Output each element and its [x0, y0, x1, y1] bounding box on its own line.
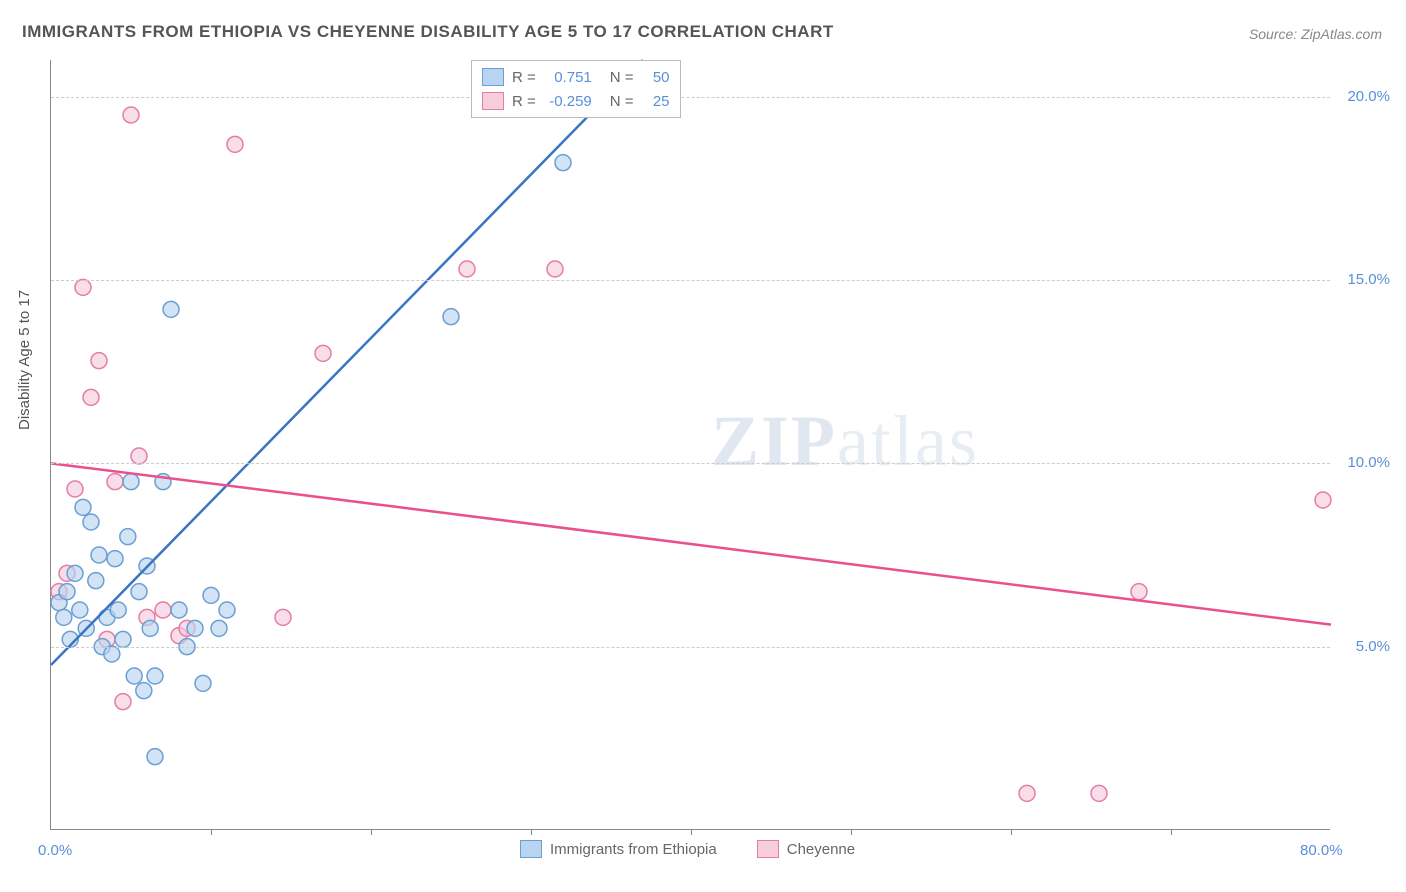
data-point — [1131, 584, 1147, 600]
data-point — [187, 620, 203, 636]
n-label-2: N = — [610, 93, 634, 110]
data-point — [110, 602, 126, 618]
r-label-2: R = — [512, 93, 536, 110]
data-point — [91, 353, 107, 369]
data-point — [56, 609, 72, 625]
r-value-1: 0.751 — [544, 69, 592, 86]
data-point — [142, 620, 158, 636]
y-tick-label: 10.0% — [1334, 454, 1390, 471]
data-point — [83, 514, 99, 530]
data-point — [123, 107, 139, 123]
data-point — [227, 136, 243, 152]
data-point — [219, 602, 235, 618]
regression-line — [51, 463, 1331, 624]
x-tick — [211, 829, 212, 835]
regression-line — [51, 60, 643, 665]
data-point — [155, 602, 171, 618]
data-point — [107, 551, 123, 567]
data-point — [67, 565, 83, 581]
legend-item-1: Immigrants from Ethiopia — [520, 840, 717, 858]
data-point — [83, 389, 99, 405]
swatch-series1 — [482, 68, 504, 86]
data-point — [275, 609, 291, 625]
data-point — [163, 301, 179, 317]
data-point — [211, 620, 227, 636]
y-tick-label: 20.0% — [1334, 88, 1390, 105]
data-point — [67, 481, 83, 497]
plot-area: ZIPatlas 5.0%10.0%15.0%20.0% R = 0.751 N… — [50, 60, 1330, 830]
legend-row-series2: R = -0.259 N = 25 — [482, 89, 670, 113]
legend-label-2: Cheyenne — [787, 841, 855, 858]
x-tick — [851, 829, 852, 835]
legend-item-2: Cheyenne — [757, 840, 855, 858]
data-point — [131, 448, 147, 464]
swatch-series2 — [482, 92, 504, 110]
data-point — [1315, 492, 1331, 508]
n-value-1: 50 — [642, 69, 670, 86]
data-point — [147, 749, 163, 765]
x-tick — [531, 829, 532, 835]
data-point — [123, 474, 139, 490]
legend-swatch-2 — [757, 840, 779, 858]
data-point — [88, 573, 104, 589]
correlation-legend: R = 0.751 N = 50 R = -0.259 N = 25 — [471, 60, 681, 118]
legend-row-series1: R = 0.751 N = 50 — [482, 65, 670, 89]
gridline — [51, 280, 1330, 281]
r-label: R = — [512, 69, 536, 86]
data-point — [203, 587, 219, 603]
data-point — [120, 529, 136, 545]
data-point — [195, 675, 211, 691]
data-point — [555, 155, 571, 171]
y-tick-label: 15.0% — [1334, 271, 1390, 288]
data-point — [136, 683, 152, 699]
x-label-max: 80.0% — [1300, 842, 1343, 859]
r-value-2: -0.259 — [544, 93, 592, 110]
data-point — [1019, 785, 1035, 801]
data-point — [59, 584, 75, 600]
data-point — [147, 668, 163, 684]
data-point — [1091, 785, 1107, 801]
data-point — [104, 646, 120, 662]
data-point — [171, 602, 187, 618]
gridline — [51, 647, 1330, 648]
y-tick-label: 5.0% — [1334, 638, 1390, 655]
x-label-min: 0.0% — [38, 842, 72, 859]
x-tick — [371, 829, 372, 835]
scatter-svg — [51, 60, 1331, 830]
series-legend: Immigrants from Ethiopia Cheyenne — [520, 840, 855, 858]
n-label: N = — [610, 69, 634, 86]
chart-title: IMMIGRANTS FROM ETHIOPIA VS CHEYENNE DIS… — [22, 22, 834, 42]
x-tick — [1011, 829, 1012, 835]
gridline — [51, 97, 1330, 98]
data-point — [547, 261, 563, 277]
data-point — [72, 602, 88, 618]
data-point — [115, 694, 131, 710]
x-tick — [691, 829, 692, 835]
data-point — [75, 279, 91, 295]
data-point — [126, 668, 142, 684]
gridline — [51, 463, 1330, 464]
data-point — [115, 631, 131, 647]
y-axis-label: Disability Age 5 to 17 — [16, 290, 33, 430]
data-point — [131, 584, 147, 600]
data-point — [315, 345, 331, 361]
x-tick — [1171, 829, 1172, 835]
legend-swatch-1 — [520, 840, 542, 858]
data-point — [91, 547, 107, 563]
legend-label-1: Immigrants from Ethiopia — [550, 841, 717, 858]
n-value-2: 25 — [642, 93, 670, 110]
data-point — [75, 499, 91, 515]
data-point — [443, 309, 459, 325]
data-point — [459, 261, 475, 277]
source-attribution: Source: ZipAtlas.com — [1249, 26, 1382, 42]
data-point — [107, 474, 123, 490]
